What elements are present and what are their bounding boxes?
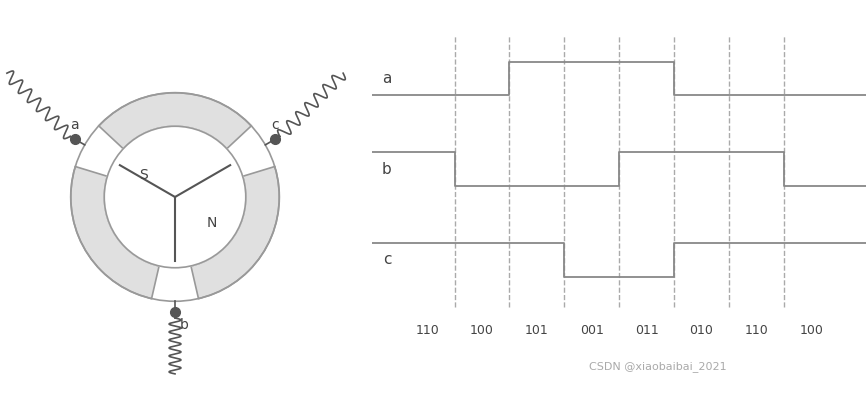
Text: N: N (207, 216, 217, 230)
Text: b: b (382, 162, 391, 177)
Text: a: a (382, 71, 391, 86)
Text: a: a (71, 118, 80, 132)
Text: 110: 110 (745, 324, 768, 337)
Text: 110: 110 (416, 324, 439, 337)
Text: 010: 010 (689, 324, 714, 337)
Text: b: b (180, 318, 189, 333)
Text: S: S (139, 168, 148, 182)
Text: 011: 011 (635, 324, 658, 337)
Circle shape (104, 126, 246, 268)
Text: 001: 001 (580, 324, 604, 337)
Text: c: c (271, 118, 279, 132)
Text: 100: 100 (799, 324, 823, 337)
Text: CSDN @xiaobaibai_2021: CSDN @xiaobaibai_2021 (590, 361, 727, 372)
Wedge shape (71, 93, 279, 301)
Wedge shape (152, 264, 199, 303)
Wedge shape (74, 125, 125, 177)
Text: c: c (383, 252, 391, 267)
Text: 101: 101 (525, 324, 549, 337)
Text: 100: 100 (470, 324, 494, 337)
Wedge shape (225, 125, 276, 177)
